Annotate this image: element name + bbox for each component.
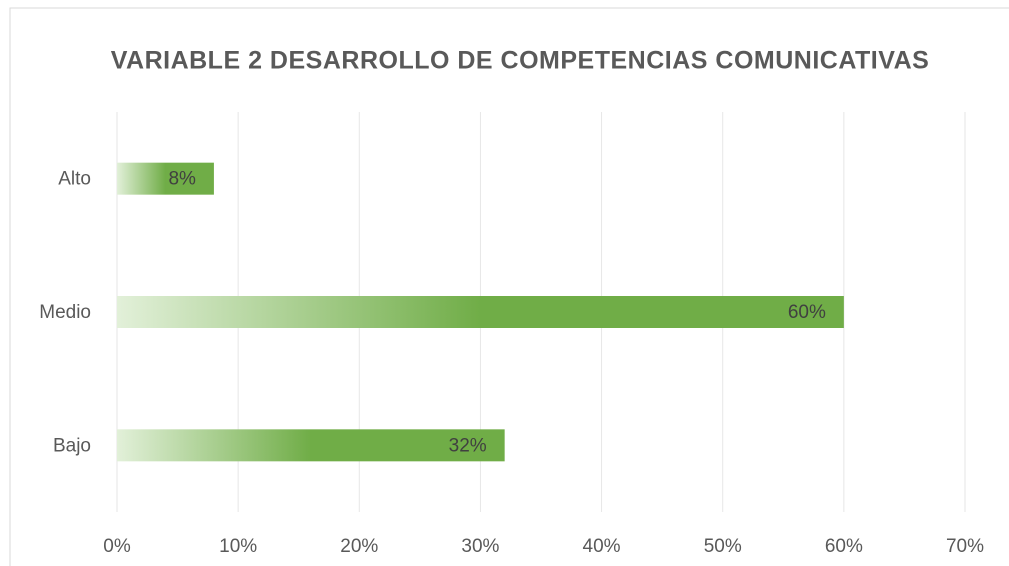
data-label: 32% xyxy=(449,435,487,456)
x-tick-label: 20% xyxy=(340,536,378,557)
x-tick-label: 40% xyxy=(583,536,621,557)
x-tick-label: 60% xyxy=(825,536,863,557)
chart-border xyxy=(9,7,1009,566)
x-tick-label: 50% xyxy=(704,536,742,557)
y-tick-label: Bajo xyxy=(53,435,91,456)
x-tick-label: 30% xyxy=(461,536,499,557)
bar xyxy=(117,429,505,462)
x-tick-label: 70% xyxy=(946,536,984,557)
x-tick-label: 0% xyxy=(103,536,131,557)
y-tick-label: Alto xyxy=(58,169,91,190)
bar xyxy=(117,296,844,328)
data-label: 8% xyxy=(168,169,196,190)
y-tick-label: Medio xyxy=(39,302,91,323)
chart-title: VARIABLE 2 DESARROLLO DE COMPETENCIAS CO… xyxy=(111,47,930,75)
bar xyxy=(117,162,214,195)
x-tick-label: 10% xyxy=(219,536,257,557)
data-label: 60% xyxy=(788,302,826,323)
